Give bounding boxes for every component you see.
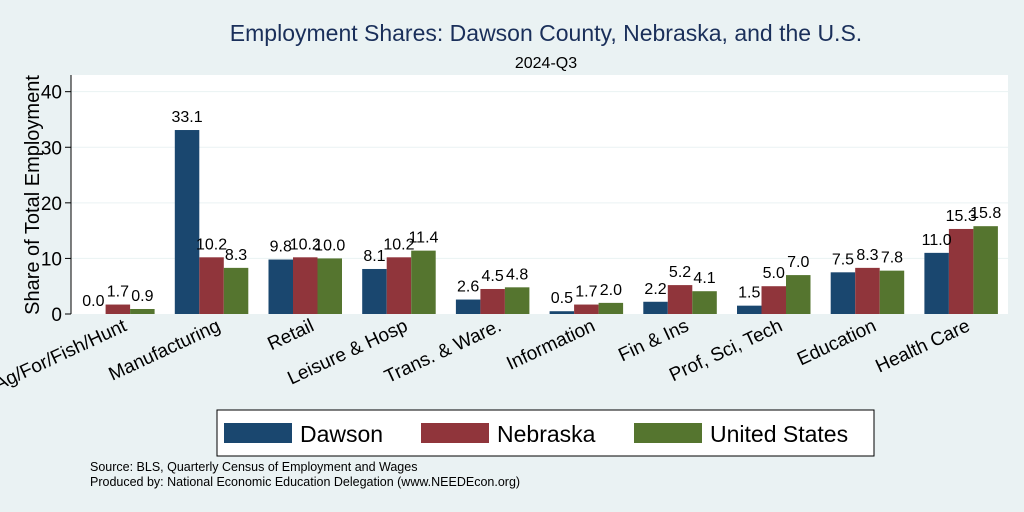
y-tick-label-10: 10 (41, 249, 62, 270)
data-label-united-states-retail: 10.0 (314, 237, 345, 254)
source-line: Source: BLS, Quarterly Census of Employm… (90, 460, 417, 474)
bar-nebraska-information (574, 304, 599, 314)
chart-title: Employment Shares: Dawson County, Nebras… (230, 20, 862, 46)
legend-swatch-nebraska (421, 423, 489, 443)
data-label-dawson-retail: 9.8 (270, 239, 292, 256)
data-label-nebraska-information: 1.7 (575, 284, 597, 301)
bar-nebraska-health-care (948, 228, 974, 314)
data-label-united-states-fin-ins: 4.1 (693, 270, 715, 287)
data-label-dawson-manufacturing: 33.1 (171, 109, 202, 126)
legend-swatch-dawson (224, 423, 292, 443)
bar-united-states-health-care (973, 226, 998, 314)
bars (105, 130, 998, 314)
data-label-nebraska-health-care: 15.3 (946, 208, 977, 225)
data-label-dawson-ag-for-fish-hunt: 0.0 (82, 293, 104, 310)
data-label-dawson-information: 0.5 (551, 290, 573, 307)
legend-swatch-united-states (634, 423, 702, 443)
category-label-information: Information (503, 315, 598, 374)
data-label-united-states-health-care: 15.8 (970, 205, 1001, 222)
bar-nebraska-manufacturing (199, 257, 224, 314)
data-label-dawson-trans-ware: 2.6 (457, 279, 479, 296)
category-label-health-care: Health Care (872, 315, 973, 377)
y-tick-label-20: 20 (41, 194, 62, 215)
data-label-dawson-education: 7.5 (832, 251, 854, 268)
data-label-nebraska-leisure-hosp: 10.2 (383, 236, 414, 253)
y-tick-label-30: 30 (41, 138, 62, 159)
bar-united-states-trans-ware (504, 287, 530, 314)
data-label-dawson-health-care: 11.0 (922, 232, 952, 249)
bar-dawson-retail (268, 259, 293, 314)
bar-united-states-fin-ins (692, 291, 717, 314)
bar-dawson-trans-ware (455, 299, 481, 314)
bar-united-states-education (879, 270, 905, 314)
bar-nebraska-education (855, 267, 880, 314)
data-label-united-states-education: 7.8 (881, 250, 903, 267)
data-label-united-states-information: 2.0 (600, 282, 622, 299)
data-label-dawson-fin-ins: 2.2 (644, 281, 666, 298)
bar-united-states-prof-sci-tech (786, 275, 811, 314)
legend-label-united-states: United States (710, 421, 848, 447)
bar-dawson-fin-ins (643, 301, 668, 314)
y-ticks: 0 10 20 30 40 (41, 83, 71, 326)
legend: Dawson Nebraska United States (216, 409, 875, 457)
produced-by-line: Produced by: National Economic Education… (90, 475, 520, 489)
data-label-nebraska-prof-sci-tech: 5.0 (763, 265, 785, 282)
category-label-fin-ins: Fin & Ins (615, 315, 692, 366)
bar-nebraska-fin-ins (667, 285, 693, 314)
chart-subtitle: 2024-Q3 (515, 55, 577, 72)
data-label-nebraska-manufacturing: 10.2 (196, 236, 227, 253)
bar-nebraska-retail (293, 257, 318, 314)
data-label-nebraska-education: 8.3 (856, 247, 878, 264)
bar-united-states-information (598, 302, 624, 314)
legend-label-nebraska: Nebraska (497, 421, 596, 447)
data-label-dawson-leisure-hosp: 8.1 (363, 248, 385, 265)
data-label-nebraska-fin-ins: 5.2 (669, 264, 691, 281)
bar-nebraska-prof-sci-tech (761, 286, 786, 314)
bar-dawson-prof-sci-tech (737, 305, 762, 314)
bar-united-states-ag-for-fish-hunt (130, 308, 155, 314)
data-label-united-states-ag-for-fish-hunt: 0.9 (131, 288, 153, 305)
data-labels: 0.01.7 0.933.110.28.3 9.810.210.08.110.211… (82, 109, 1001, 310)
data-label-nebraska-retail: 10.2 (290, 236, 321, 253)
legend-box (216, 409, 875, 457)
bar-nebraska-leisure-hosp (386, 257, 412, 314)
category-label-retail: Retail (264, 315, 317, 355)
bar-dawson-manufacturing (174, 130, 200, 314)
gridlines (71, 91, 1008, 259)
bar-united-states-manufacturing (223, 267, 249, 314)
category-label-ag-for-fish-hunt: Ag/For/Fish/Hunt (0, 315, 131, 395)
bar-united-states-leisure-hosp (411, 250, 436, 314)
data-label-united-states-leisure-hosp: 11.4 (408, 230, 438, 247)
y-tick-label-0: 0 (51, 305, 62, 326)
data-label-nebraska-ag-for-fish-hunt: 1.7 (107, 284, 129, 301)
data-label-united-states-trans-ware: 4.8 (506, 266, 528, 283)
bar-dawson-information (549, 311, 575, 314)
data-label-united-states-prof-sci-tech: 7.0 (787, 254, 809, 271)
bar-dawson-education (830, 272, 856, 314)
data-label-united-states-manufacturing: 8.3 (225, 247, 247, 264)
legend-label-dawson: Dawson (300, 421, 383, 447)
y-axis-title: Share of Total Employment (22, 75, 44, 315)
bar-united-states-retail (317, 258, 342, 314)
y-tick-label-40: 40 (41, 83, 62, 104)
data-label-dawson-prof-sci-tech: 1.5 (738, 285, 760, 302)
data-label-nebraska-trans-ware: 4.5 (482, 268, 504, 285)
bar-nebraska-ag-for-fish-hunt (105, 304, 131, 314)
bar-dawson-health-care (924, 252, 949, 314)
bar-nebraska-trans-ware (480, 288, 505, 314)
bar-dawson-leisure-hosp (362, 268, 387, 314)
category-label-education: Education (794, 315, 879, 370)
